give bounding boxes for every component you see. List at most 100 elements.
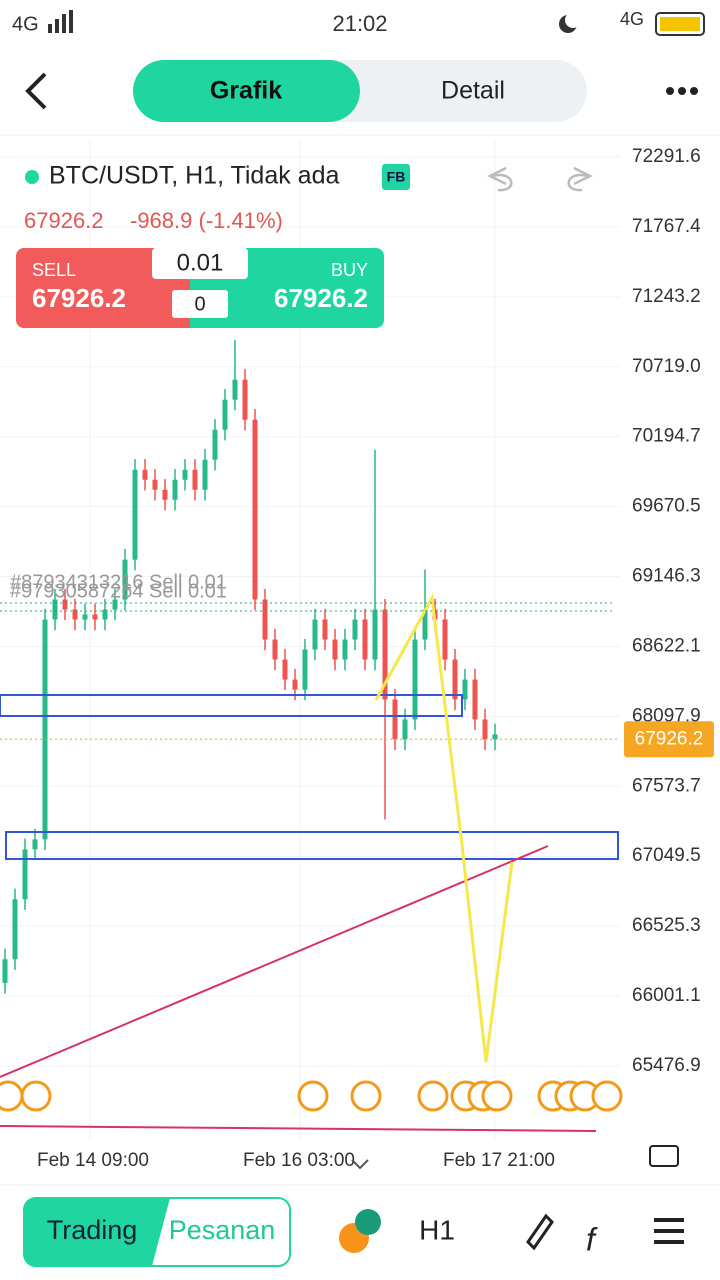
candle-body [382,609,388,700]
trend-line [0,1125,597,1132]
status-dot [25,170,39,184]
buy-price: 67926.2 [274,283,368,313]
candle-body [272,639,278,660]
candle-body [442,619,448,660]
candle-body [262,599,268,640]
candle-body [62,599,68,610]
order-label: #97930587264 Sell 0.01 [10,580,227,602]
y-tick-label: 72291.6 [632,146,701,167]
x-tick-label: Feb 14 09:00 [37,1150,149,1171]
candle-body [92,614,98,620]
undo-button[interactable] [487,166,513,192]
candle-body [122,559,128,600]
mode-active[interactable] [24,1198,170,1266]
back-button[interactable] [25,72,47,110]
sell-label: SELL [32,260,76,280]
clock: 21:02 [332,11,387,36]
candle-body [392,699,398,740]
candle-body [32,839,38,850]
count: 0 [194,293,205,315]
candle-body [312,619,318,650]
event-markers [0,1080,623,1112]
candle-body [22,849,28,900]
candle-body [112,599,118,610]
coin-icon [355,1209,381,1235]
candle-body [282,659,288,680]
candle-body [412,639,418,720]
indicator-tool[interactable]: f [586,1221,598,1257]
tab[interactable]: Grafik [210,77,282,105]
order-label: #87934313216 Sell 0.01 [10,571,227,593]
candle-body [142,469,148,480]
timeframe[interactable]: H1 [419,1214,455,1245]
candle-body [422,609,428,640]
price-tag [624,721,714,758]
zone-box [5,831,619,860]
candle-body [482,719,488,740]
trend-line [0,845,549,1078]
candle-body [252,419,258,600]
mode-tab[interactable]: Pesanan [169,1215,276,1245]
candle-body [152,479,158,490]
y-tick-label: 66001.1 [632,985,701,1006]
last-price: 67926.2 [24,208,104,233]
y-tick-label: 71243.2 [632,286,701,307]
y-tick-label: 67049.5 [632,845,701,866]
lot: 0.01 [177,249,224,276]
moon-icon [565,12,581,28]
candle-body [52,599,58,620]
candle-body [242,379,248,420]
candle-body [212,429,218,460]
badge [382,164,410,190]
candle-body [192,469,198,490]
candle-body [332,639,338,660]
candle-body [462,679,468,700]
tab[interactable]: Detail [441,77,505,105]
tab-active[interactable] [133,60,360,122]
candle-body [472,679,478,720]
candle-body [12,899,18,960]
x-tick-label: Feb 16 03:00 [243,1150,355,1171]
y-tick-label: 69670.5 [632,496,701,517]
sell-price: 67926.2 [32,283,126,313]
network: 4G [620,9,644,29]
menu-button[interactable] [654,1218,684,1244]
symbol-title: BTC/USDT, H1, Tidak ada [49,162,339,190]
candle-body [492,734,498,740]
y-tick-label: 69146.3 [632,566,701,587]
candle-body [2,959,8,983]
buy-label: BUY [331,260,368,280]
candle-body [452,659,458,700]
candle-body [362,619,368,660]
more-button[interactable] [666,87,698,95]
y-tick-label: 68622.1 [632,635,701,656]
candle-body [172,479,178,500]
fullscreen-button[interactable] [649,1145,679,1167]
y-tick-label: 71767.4 [632,216,701,237]
collapse-arrow [351,1159,369,1170]
y-tick-label: 70194.7 [632,426,701,447]
lot-input[interactable] [152,248,248,279]
count-box [172,290,228,318]
y-tick-label: 66525.3 [632,915,701,936]
candle-body [372,609,378,660]
candle-body [342,639,348,660]
chart-area: 72291.6 71767.4 71243.2 70719.0 70194.7 69670… [0,140,714,1171]
candle-body [292,679,298,690]
candle-body [42,619,48,840]
candle-body [322,619,328,640]
candle-body [72,609,78,620]
candle-body [82,614,88,620]
candle-body [302,649,308,690]
price-change: -968.9 (-1.41%) [130,208,283,233]
candle-body [162,489,168,500]
redo-button[interactable] [567,166,593,192]
candle-body [402,719,408,740]
mode-tab[interactable]: Trading [47,1215,138,1245]
candle-body [132,469,138,560]
candle-body [232,379,238,400]
battery [655,12,705,36]
candle-body [352,619,358,640]
draw-tool[interactable] [526,1213,554,1251]
price-tag-label: 67926.2 [635,728,704,749]
